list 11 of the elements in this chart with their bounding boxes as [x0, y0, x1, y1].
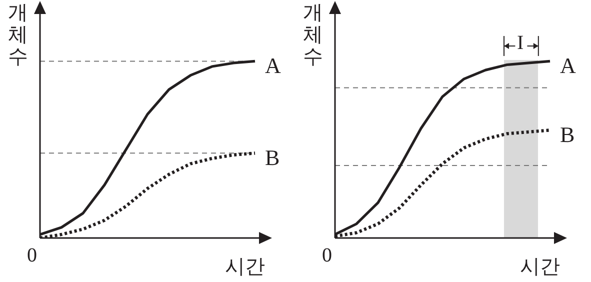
y-axis-title: 개체수 — [303, 0, 323, 68]
y-axis-title: 개체수 — [8, 0, 28, 68]
series-label: B — [265, 144, 280, 170]
x-axis-title: 시간 — [225, 254, 265, 278]
text: 0 — [27, 244, 37, 266]
text: 0 — [322, 244, 332, 266]
x-axis-title: 시간 — [520, 254, 560, 278]
text: I — [516, 32, 524, 54]
series-label: B — [560, 122, 575, 147]
series-label: A — [265, 52, 281, 78]
legend-label: A — [560, 52, 576, 78]
